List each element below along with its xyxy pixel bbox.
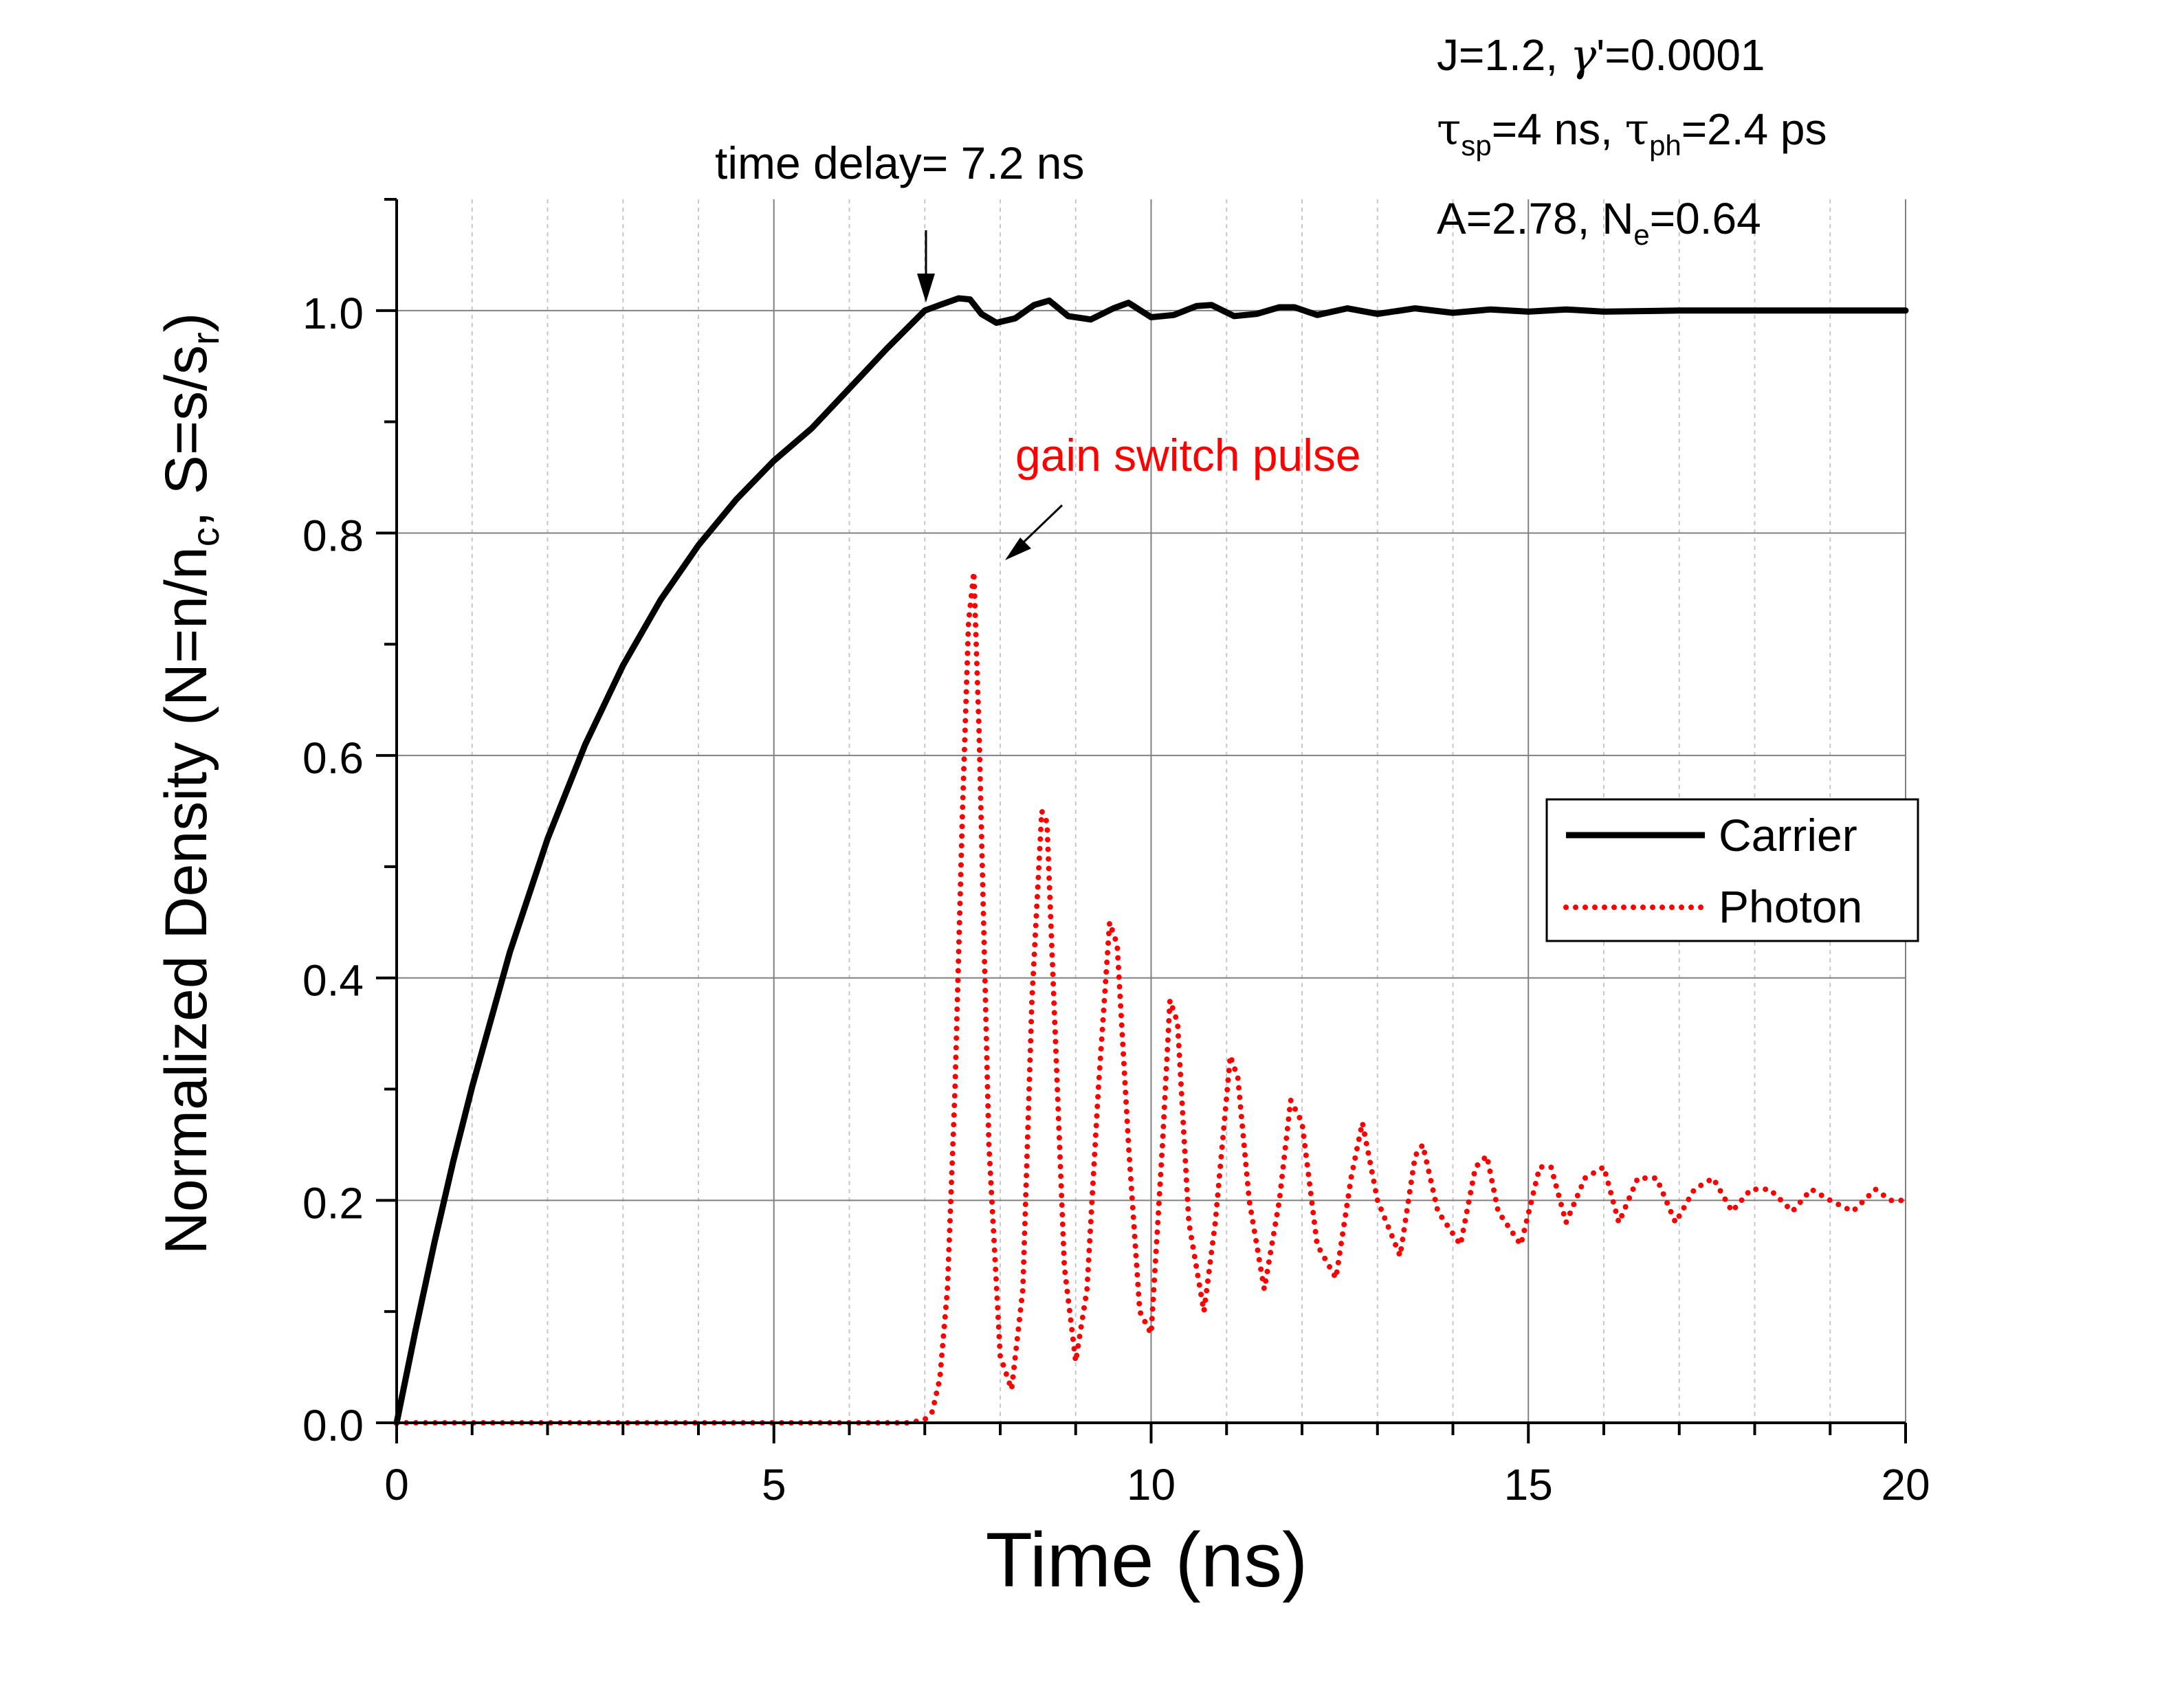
params-tau-ph-sub: ph	[1649, 129, 1681, 162]
y-axis-title-sub1: c	[184, 527, 227, 546]
params-tau-sp: τ	[1437, 104, 1461, 155]
time-delay-arrow	[917, 230, 935, 302]
params-gamma-value: '=0.0001	[1596, 30, 1765, 80]
ticks	[376, 198, 1907, 1443]
x-tick-label: 0	[384, 1460, 409, 1509]
y-tick-label: 0.0	[302, 1401, 364, 1450]
y-axis-title-sub2: r	[184, 332, 227, 345]
gain-switch-arrow	[1005, 504, 1063, 560]
y-axis-title-part3: )	[153, 313, 219, 333]
y-tick-label: 0.4	[302, 956, 364, 1006]
params-line-3: A=2.78, Ne=0.64	[1437, 194, 1761, 251]
legend: Carrier Photon	[1545, 798, 1919, 942]
y-tick-label: 1.0	[302, 289, 364, 338]
x-tick-label: 10	[1127, 1460, 1176, 1509]
y-tick-label: 0.8	[302, 511, 364, 560]
tick-labels: 0 5 10 15 20 0.0 0.2 0.4 0.6 0.8 1.0	[302, 289, 1930, 1509]
legend-box	[1545, 798, 1919, 942]
params-j: J=1.2,	[1437, 30, 1570, 80]
params-tau-ph-value: =2.4 ps	[1681, 104, 1827, 154]
y-tick-label: 0.6	[302, 733, 364, 783]
params-ne-sub: e	[1633, 219, 1649, 251]
y-axis-title: Normalized Density (N=n/nc, S=s/sr)	[153, 313, 227, 1255]
series-line-carrier	[393, 295, 1909, 1426]
major-grid	[397, 199, 1906, 1423]
params-gamma: γ	[1570, 30, 1597, 81]
time-delay-annotation: time delay= 7.2 ns	[715, 137, 1084, 188]
y-tick-label: 0.2	[302, 1178, 364, 1228]
parameters-block: J=1.2, γ'=0.0001 τsp=4 ns, τph=2.4 ps A=…	[1437, 30, 1827, 251]
y-axis-title-part1: Normalized Density (N=n/n	[153, 546, 219, 1254]
params-tau-sp-value: =4 ns,	[1492, 104, 1625, 154]
x-axis-title: Time (ns)	[986, 1517, 1308, 1603]
x-tick-label: 20	[1881, 1460, 1930, 1509]
gain-switch-annotation: gain switch pulse	[1015, 430, 1361, 480]
y-axis-title-part2: , S=s/s	[153, 345, 219, 527]
legend-photon-label: Photon	[1719, 881, 1862, 932]
legend-carrier-label: Carrier	[1719, 810, 1857, 861]
params-tau-sp-sub: sp	[1461, 129, 1491, 162]
params-a: A=2.78, N	[1437, 194, 1633, 243]
series-line-photon	[394, 569, 1908, 1426]
params-ne-value: =0.64	[1650, 194, 1761, 243]
plot-lines	[393, 295, 1909, 1426]
params-tau-ph: τ	[1625, 104, 1649, 155]
params-line-1: J=1.2, γ'=0.0001	[1437, 30, 1765, 81]
x-tick-label: 15	[1504, 1460, 1553, 1509]
params-line-2: τsp=4 ns, τph=2.4 ps	[1437, 104, 1827, 162]
x-tick-label: 5	[762, 1460, 786, 1509]
